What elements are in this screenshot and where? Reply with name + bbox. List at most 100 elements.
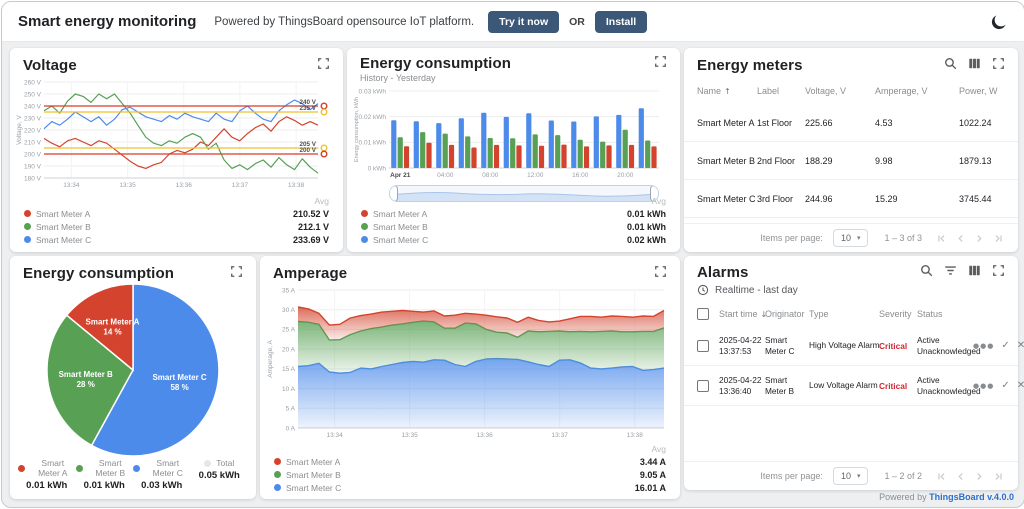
thingsboard-version-link[interactable]: ThingsBoard v.4.0.0	[929, 492, 1014, 502]
page-size-select[interactable]: 10 ▾	[832, 467, 869, 485]
amperage-widget: Amperage 0 A 5 A 10 A 15 A 20 A 25 A 30 A 35 A 1…	[260, 256, 680, 499]
svg-text:0.01 kWh: 0.01 kWh	[359, 140, 387, 147]
alarm-row[interactable]: 2025-04-22 13:37:53 Smart Meter C High V…	[684, 326, 1024, 366]
sort-desc-icon: ↓	[760, 310, 768, 319]
fullscreen-icon[interactable]	[317, 57, 330, 70]
energy-consumption-bars-widget: Energy consumption History - Yesterday 0…	[347, 48, 680, 252]
more-actions-icon[interactable]: ●●●	[973, 341, 995, 350]
alarms-table-header: Start time ↓ Originator Type Severity Sta…	[684, 302, 1018, 326]
fullscreen-icon[interactable]	[654, 55, 667, 68]
fullscreen-icon[interactable]	[230, 265, 243, 278]
amperage-chart: 0 A 5 A 10 A 15 A 20 A 25 A 30 A 35 A 13:34 13:35…	[264, 282, 676, 451]
fullscreen-icon[interactable]	[992, 264, 1005, 277]
column-header-power[interactable]: Power, W	[959, 86, 998, 96]
column-header-label[interactable]: Label	[757, 86, 780, 96]
install-button[interactable]: Install	[594, 10, 648, 33]
items-per-page-label: Items per page:	[760, 233, 823, 243]
datazoom-slider[interactable]	[389, 185, 659, 202]
filter-icon[interactable]	[944, 264, 957, 277]
chevron-down-icon: ▾	[856, 472, 861, 480]
series-dot	[133, 464, 140, 472]
fullscreen-icon[interactable]	[992, 57, 1005, 70]
select-all-checkbox[interactable]	[697, 308, 709, 320]
first-page-icon[interactable]	[936, 233, 947, 244]
slider-handle-right[interactable]	[650, 186, 658, 201]
prev-page-icon[interactable]	[955, 233, 966, 244]
svg-text:30 A: 30 A	[282, 307, 296, 314]
legend-item[interactable]: Smart Meter C 233.69 V	[24, 234, 329, 245]
table-row[interactable]: Smart Meter C 3rd Floor 244.96 15.29 3745.44	[684, 180, 1018, 218]
columns-icon[interactable]	[968, 57, 981, 70]
timewindow-row[interactable]: Realtime - last day	[684, 281, 1018, 296]
alarm-row[interactable]: 2025-04-22 13:36:40 Smart Meter B Low Vo…	[684, 366, 1024, 406]
table-row[interactable]: Smart Meter A 1st Floor 225.66 4.53 1022.24	[684, 104, 1018, 142]
series-dot	[361, 210, 368, 217]
legend-item[interactable]: Smart Meter C 0.03 kWh	[133, 458, 191, 491]
clock-icon	[697, 284, 709, 296]
svg-text:20:00: 20:00	[617, 172, 634, 179]
legend-item[interactable]: Smart Meter C 0.02 kWh	[361, 234, 666, 245]
prev-page-icon[interactable]	[955, 471, 966, 482]
legend-avg-header: Avg	[651, 444, 667, 454]
search-icon[interactable]	[920, 264, 933, 277]
column-header-voltage[interactable]: Voltage, V	[805, 86, 847, 96]
last-page-icon[interactable]	[993, 471, 1004, 482]
row-checkbox[interactable]	[697, 379, 709, 392]
legend-item-total[interactable]: Total 0.05 kWh	[198, 458, 240, 481]
column-header-type[interactable]: Type	[809, 309, 829, 319]
svg-text:5 A: 5 A	[286, 406, 296, 413]
column-header-originator[interactable]: Originator	[765, 309, 805, 319]
alarms-pagination: Items per page: 10 ▾ 1 – 2 of 2	[684, 461, 1018, 490]
svg-text:Smart Meter A: Smart Meter A	[86, 317, 140, 326]
next-page-icon[interactable]	[974, 471, 985, 482]
legend-item[interactable]: Smart Meter A 210.52 V	[24, 208, 329, 219]
columns-icon[interactable]	[968, 264, 981, 277]
slider-handle-left[interactable]	[390, 186, 398, 201]
severity-badge: Critical	[879, 380, 908, 391]
series-dot	[361, 223, 368, 230]
next-page-icon[interactable]	[974, 233, 985, 244]
moon-icon[interactable]	[990, 13, 1008, 31]
first-page-icon[interactable]	[936, 471, 947, 482]
column-header-name[interactable]: Name ↑	[697, 86, 731, 96]
svg-text:13:35: 13:35	[119, 182, 136, 189]
clear-icon[interactable]: ✕	[1017, 340, 1024, 351]
last-page-icon[interactable]	[993, 233, 1004, 244]
search-icon[interactable]	[944, 57, 957, 70]
svg-text:Apr 21: Apr 21	[390, 172, 411, 179]
legend-item[interactable]: Smart Meter B 9.05 A	[274, 469, 666, 480]
column-header-severity[interactable]: Severity	[879, 309, 912, 319]
top-bar: Smart energy monitoring Powered by Thing…	[2, 2, 1024, 42]
legend-item[interactable]: Smart Meter C 16.01 A	[274, 482, 666, 493]
legend-item[interactable]: Smart Meter B 0.01 kWh	[75, 458, 134, 491]
legend-item[interactable]: Smart Meter A 0.01 kWh	[18, 458, 76, 491]
datazoom-preview	[390, 192, 658, 201]
series-dot	[24, 236, 31, 243]
more-actions-icon[interactable]: ●●●	[973, 381, 995, 390]
acknowledge-icon[interactable]: ✓	[1001, 380, 1010, 391]
try-it-now-button[interactable]: Try it now	[488, 10, 560, 33]
alarms-title: Alarms	[697, 264, 749, 281]
clear-icon[interactable]: ✕	[1017, 380, 1024, 391]
svg-text:10 A: 10 A	[282, 386, 296, 393]
series-dot	[274, 471, 281, 478]
svg-text:260 V: 260 V	[24, 79, 42, 86]
page-range-label: 1 – 3 of 3	[884, 233, 922, 243]
legend-item[interactable]: Smart Meter B 212.1 V	[24, 221, 329, 232]
column-header-status[interactable]: Status	[917, 309, 943, 319]
svg-text:235 V: 235 V	[300, 105, 317, 112]
page-size-select[interactable]: 10 ▾	[832, 229, 869, 247]
fullscreen-icon[interactable]	[654, 265, 667, 278]
svg-text:0 kWh: 0 kWh	[368, 165, 387, 172]
table-row[interactable]: Smart Meter B 2nd Floor 188.29 9.98 1879.13	[684, 142, 1018, 180]
legend-item[interactable]: Smart Meter B 0.01 kWh	[361, 221, 666, 232]
acknowledge-icon[interactable]: ✓	[1001, 340, 1010, 351]
column-header-start-time[interactable]: Start time ↓	[719, 309, 768, 319]
series-dot	[24, 210, 31, 217]
svg-text:13:36: 13:36	[477, 432, 494, 439]
legend-item[interactable]: Smart Meter A 3.44 A	[274, 456, 666, 467]
legend-item[interactable]: Smart Meter A 0.01 kWh	[361, 208, 666, 219]
column-header-amperage[interactable]: Amperage, V	[875, 86, 928, 96]
row-checkbox[interactable]	[697, 339, 709, 352]
